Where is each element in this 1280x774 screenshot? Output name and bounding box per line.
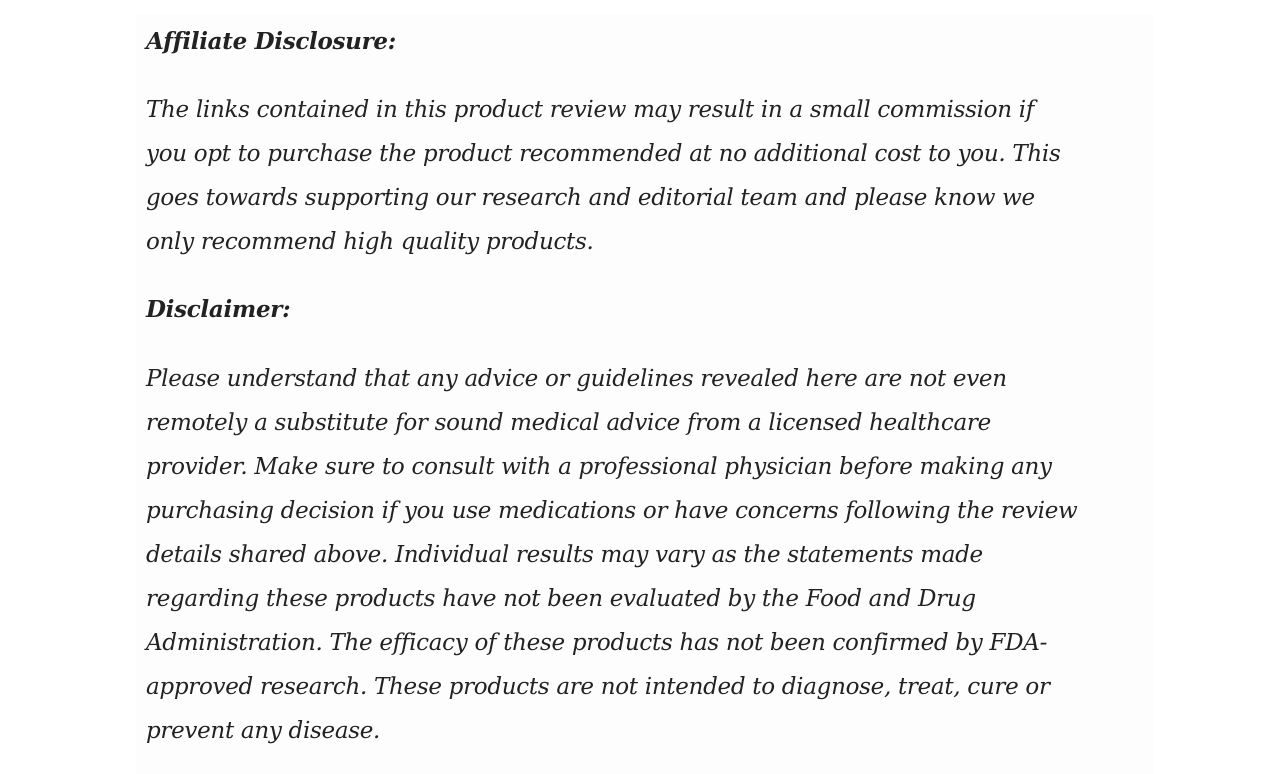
disclosure-content: Affiliate Disclosure: The links containe… (146, 20, 1078, 753)
paragraph-line: The links contained in this product revi… (146, 97, 1034, 123)
paragraph-line: Administration. The efficacy of these pr… (146, 630, 1048, 656)
paragraph-line: prevent any disease. (146, 718, 381, 744)
disclosure-box (136, 14, 1154, 774)
paragraph-line: only recommend high quality products. (146, 229, 594, 255)
paragraph-line: goes towards supporting our research and… (146, 185, 1035, 211)
paragraph-line: provider. Make sure to consult with a pr… (146, 454, 1052, 480)
paragraph-line: you opt to purchase the product recommen… (146, 141, 1061, 167)
paragraph-line: regarding these products have not been e… (146, 586, 976, 612)
paragraph-line: details shared above. Individual results… (146, 542, 983, 568)
disclaimer-paragraph: Please understand that any advice or gui… (146, 357, 1078, 753)
paragraph-line: remotely a substitute for sound medical … (146, 410, 991, 436)
disclaimer-heading: Disclaimer: (146, 296, 291, 323)
paragraph-line: purchasing decision if you use medicatio… (146, 498, 1078, 524)
paragraph-line: approved research. These products are no… (146, 674, 1050, 700)
paragraph-line: Please understand that any advice or gui… (146, 366, 1007, 392)
affiliate-disclosure-heading: Affiliate Disclosure: (146, 28, 396, 55)
affiliate-disclosure-paragraph: The links contained in this product revi… (146, 88, 1077, 264)
